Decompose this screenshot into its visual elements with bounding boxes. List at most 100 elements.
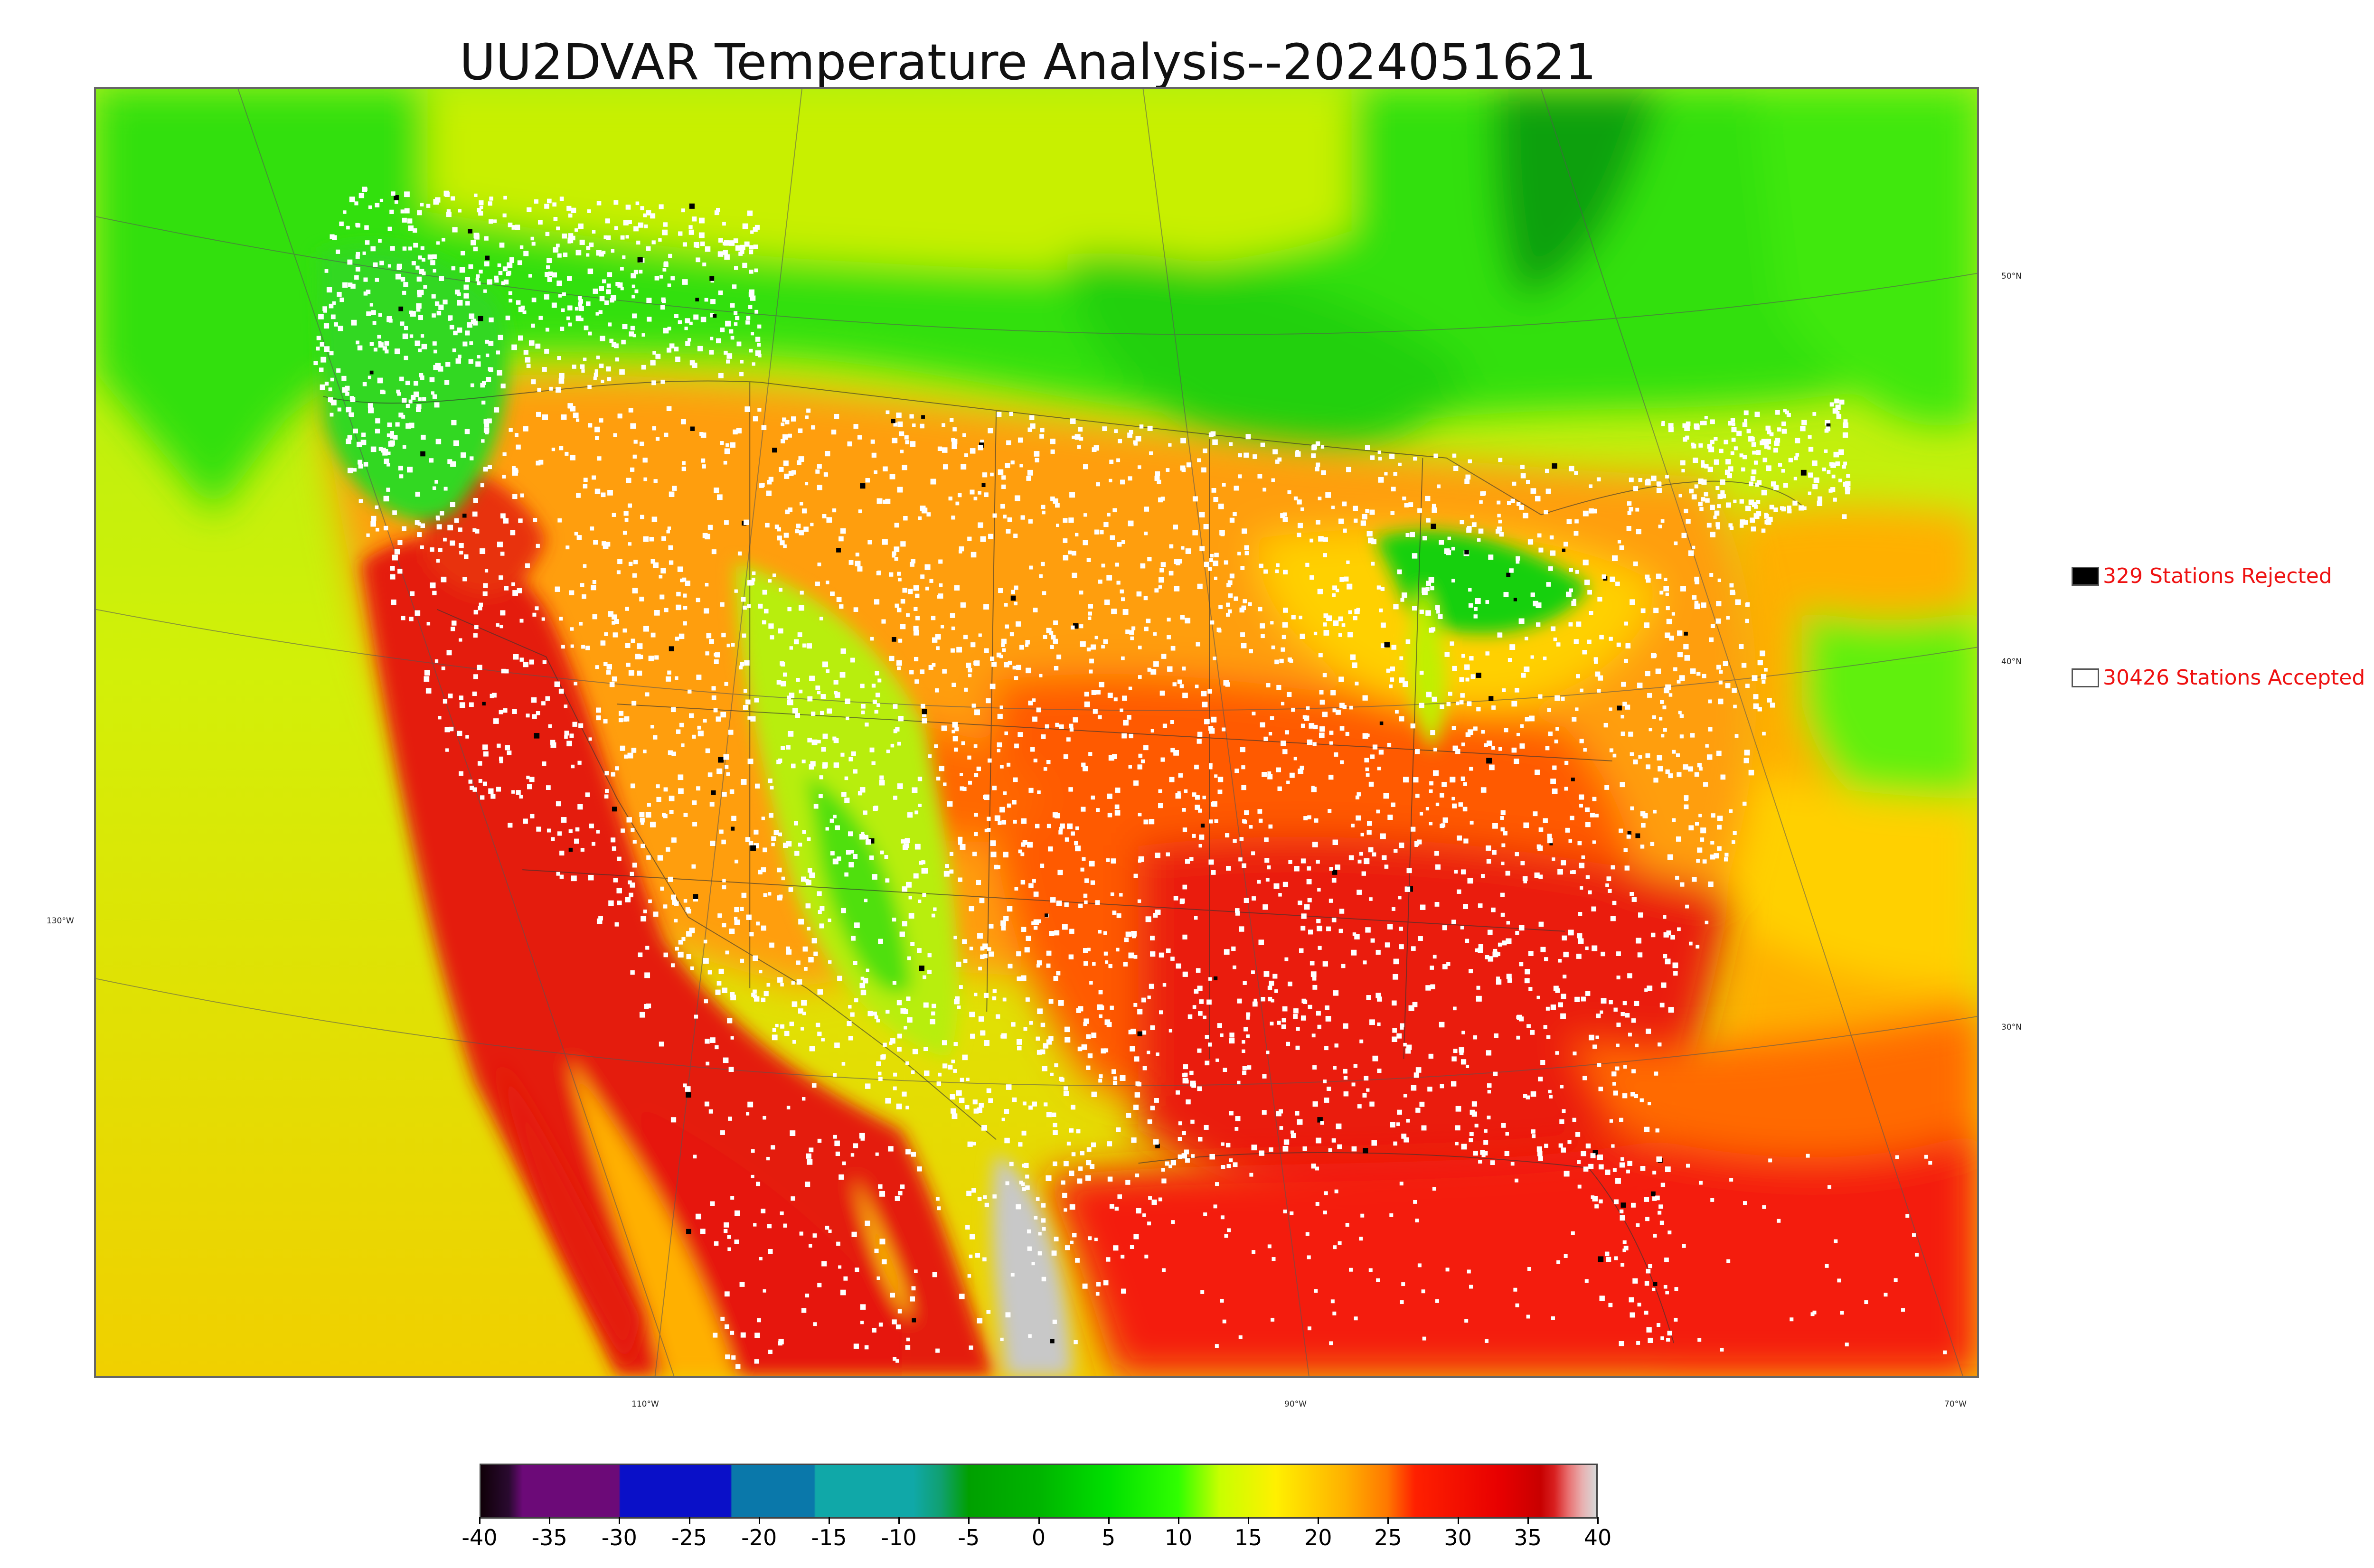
station-marker [815, 469, 820, 474]
station-marker [1208, 859, 1214, 865]
station-marker [1463, 782, 1467, 786]
station-marker [1288, 860, 1292, 864]
station-marker [1594, 1204, 1599, 1209]
station-marker [681, 466, 686, 471]
station-marker [1579, 804, 1583, 808]
station-marker [1399, 677, 1405, 683]
station-marker [1004, 1137, 1010, 1144]
station-marker [1385, 942, 1390, 948]
station-marker [986, 698, 991, 704]
station-marker [1205, 1061, 1210, 1066]
station-marker [1729, 809, 1733, 813]
station-marker [905, 440, 910, 444]
station-marker [1400, 598, 1404, 602]
station-marker [736, 428, 742, 434]
station-marker [509, 428, 513, 432]
station-marker [741, 597, 746, 602]
station-marker [729, 929, 735, 934]
station-marker [574, 532, 578, 536]
station-marker [1726, 616, 1730, 620]
station-marker [798, 1008, 803, 1014]
station-marker [1063, 518, 1068, 523]
station-marker [968, 780, 972, 785]
station-marker [701, 458, 706, 463]
station-marker [686, 931, 692, 937]
station-marker [1442, 964, 1448, 969]
station-marker [1658, 1204, 1663, 1209]
station-marker [967, 755, 971, 760]
station-marker [1580, 688, 1583, 693]
station-marker [1213, 657, 1216, 660]
station-marker [1209, 728, 1215, 734]
station-marker [1217, 777, 1224, 782]
station-marker [1330, 690, 1336, 695]
station-marker [666, 676, 671, 682]
station-marker [1767, 698, 1772, 703]
station-marker [1271, 478, 1275, 482]
station-marker [948, 1064, 953, 1070]
station-marker [615, 766, 619, 770]
station-marker [1398, 896, 1402, 900]
station-marker [840, 528, 846, 534]
station-marker [1666, 619, 1672, 625]
station-marker [956, 647, 962, 653]
station-marker [1616, 1023, 1621, 1027]
station-marker [1064, 1086, 1068, 1091]
station-marker [759, 483, 764, 488]
station-marker [1095, 1292, 1100, 1296]
station-marker [853, 769, 857, 774]
station-marker [1048, 999, 1054, 1004]
station-marker [1011, 590, 1015, 594]
station-marker [992, 989, 997, 993]
station-marker [1182, 934, 1187, 940]
station-marker [1194, 764, 1199, 770]
station-marker [1137, 899, 1141, 903]
station-marker [941, 725, 947, 731]
station-marker [1328, 1148, 1332, 1152]
station-marker [753, 416, 758, 422]
station-marker [755, 783, 760, 789]
station-marker [1049, 631, 1054, 635]
station-marker [1226, 602, 1230, 607]
station-marker [1597, 597, 1602, 602]
station-marker [1564, 761, 1569, 765]
station-marker [1045, 724, 1049, 729]
station-marker [725, 443, 729, 447]
station-marker [1244, 1027, 1248, 1032]
station-marker [848, 1005, 852, 1009]
station-marker [1096, 1282, 1101, 1286]
station-marker [1341, 623, 1346, 627]
station-marker [1107, 793, 1112, 799]
station-marker [1552, 788, 1558, 794]
station-marker [1440, 1084, 1444, 1089]
station-marker [1078, 1006, 1083, 1012]
station-marker [1399, 716, 1404, 722]
station-marker [1086, 648, 1091, 652]
station-marker [1140, 759, 1145, 763]
station-marker [1377, 1022, 1381, 1026]
station-marker [894, 523, 899, 528]
station-marker [1402, 496, 1406, 500]
station-marker [1134, 1056, 1140, 1062]
station-marker [964, 687, 968, 692]
station-marker [716, 768, 723, 774]
station-marker [705, 748, 710, 753]
station-marker [729, 789, 735, 794]
station-marker [1116, 1127, 1121, 1132]
station-marker [1050, 645, 1054, 649]
station-marker [1469, 767, 1473, 771]
station-marker [1316, 919, 1321, 923]
station-marker [1135, 1174, 1140, 1178]
station-marker [585, 646, 590, 650]
station-marker [1550, 550, 1556, 556]
station-marker [1576, 953, 1582, 959]
station-marker [776, 760, 781, 764]
station-marker [424, 676, 430, 682]
station-marker [1378, 477, 1384, 483]
station-marker [575, 827, 580, 832]
station-marker [1138, 646, 1142, 649]
station-marker [1589, 611, 1593, 615]
station-marker [897, 783, 903, 789]
station-marker [564, 731, 569, 736]
station-marker [1664, 1258, 1669, 1262]
